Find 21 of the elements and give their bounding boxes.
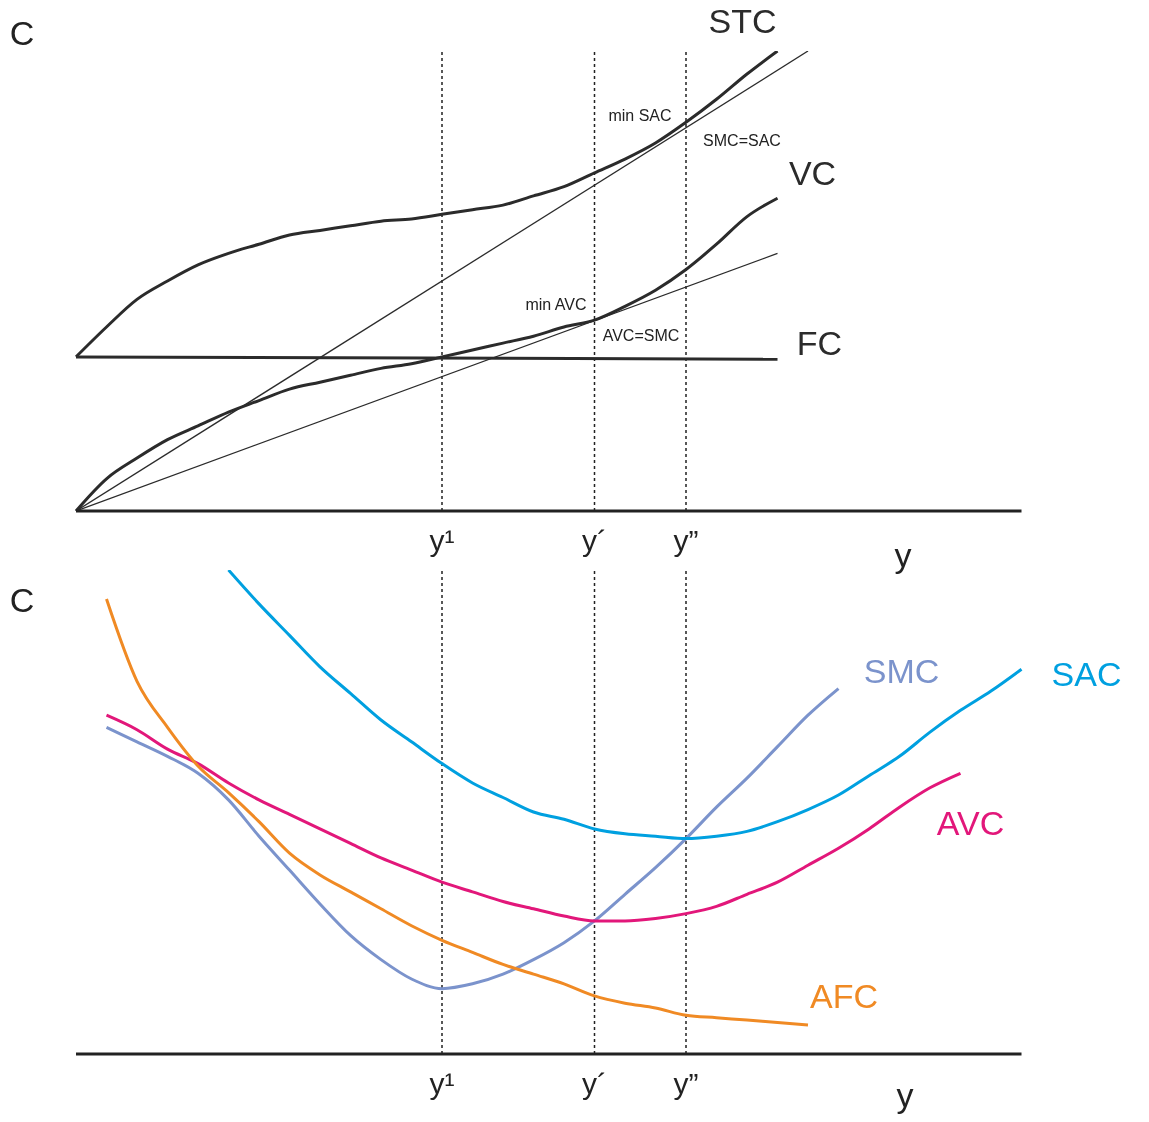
series-label: SAC [1051, 655, 1122, 694]
series-label: VC [788, 154, 837, 193]
y-axis-title: C [9, 13, 35, 53]
annotation: SMC=SAC [703, 132, 781, 150]
y-axis-title: C [9, 580, 35, 620]
series-label: AVC [936, 804, 1005, 843]
annotation: min SAC [608, 107, 672, 125]
series-label: SMC [863, 651, 940, 690]
annotation: AVC=SMC [602, 327, 680, 345]
x-tick-label: y¹ [429, 1067, 455, 1100]
x-axis-title: y [894, 535, 912, 575]
x-axis-title: y [896, 1075, 914, 1115]
x-tick-label: y´ [582, 1067, 607, 1100]
annotation: min AVC [525, 296, 587, 314]
x-tick-label: y´ [582, 524, 607, 557]
x-tick-label: y¹ [429, 524, 455, 557]
series-label: AFC [810, 976, 878, 1015]
series-label: FC [796, 324, 843, 363]
series-label: STC [708, 1, 777, 40]
x-tick-label: y” [673, 1067, 699, 1100]
x-tick-label: y” [673, 524, 699, 557]
